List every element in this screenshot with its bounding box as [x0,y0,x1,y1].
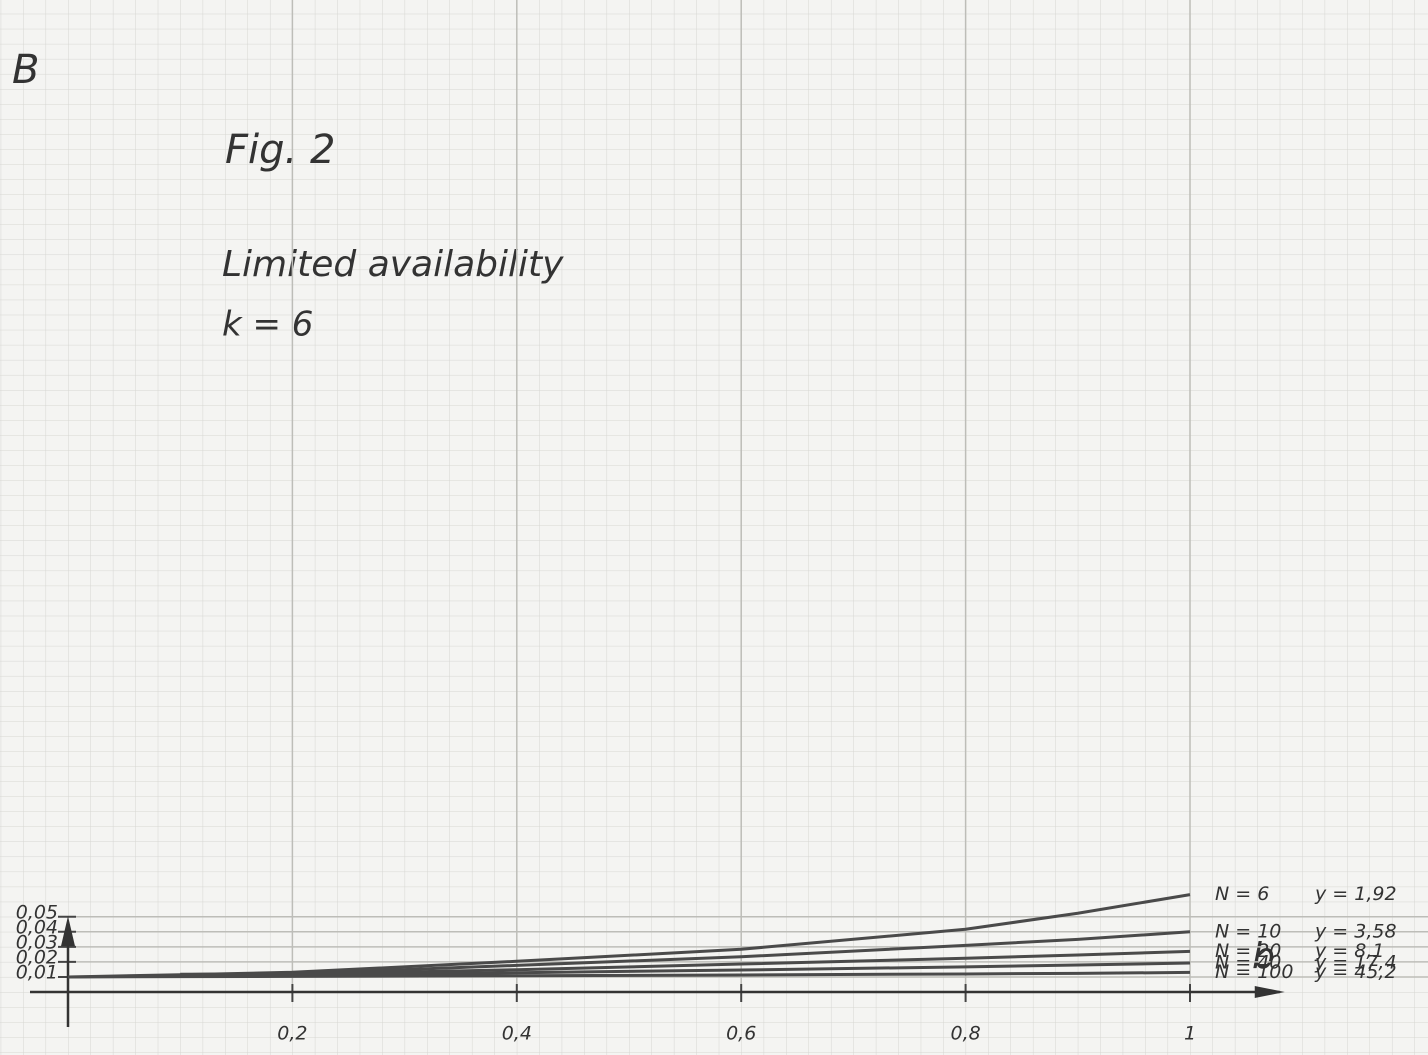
y-tick-label: 0,02 [16,946,58,968]
series-annotation: y = 45,2 [1314,961,1397,983]
series-name: N = 6 [1215,883,1269,905]
annotation: k = 6 [222,305,313,345]
series-annotation: y = 3,58 [1314,920,1397,942]
x-tick-label: 0,4 [502,1023,532,1045]
series-annotation: y = 17,4 [1314,951,1397,973]
y-tick-label: 0,04 [16,916,58,938]
series-name: N = 40 [1215,951,1281,973]
x-axis-arrow [1254,986,1285,998]
y-tick-label: 0,01 [16,961,58,983]
y-tick-label: 0,05 [16,901,58,923]
chart-title: Fig. 2 [225,127,335,173]
x-tick-label: 0,8 [950,1023,980,1045]
chart-subtitle: Limited availability [222,244,564,285]
series-name: N = 20 [1215,940,1281,962]
x-tick-label: 0,2 [277,1023,307,1045]
y-axis-label: B [12,47,39,93]
y-tick-label: 0,03 [16,931,58,953]
series-annotation: y = 1,92 [1314,883,1397,905]
series-line [67,970,1191,979]
x-tick-label: 1 [1184,1023,1196,1045]
series-name: N = 100 [1215,961,1293,983]
x-tick-label: 0,6 [726,1023,756,1045]
series-annotation: y = 8,1 [1314,940,1384,962]
y-axis-arrow [61,916,75,947]
series-name: N = 10 [1215,920,1281,942]
